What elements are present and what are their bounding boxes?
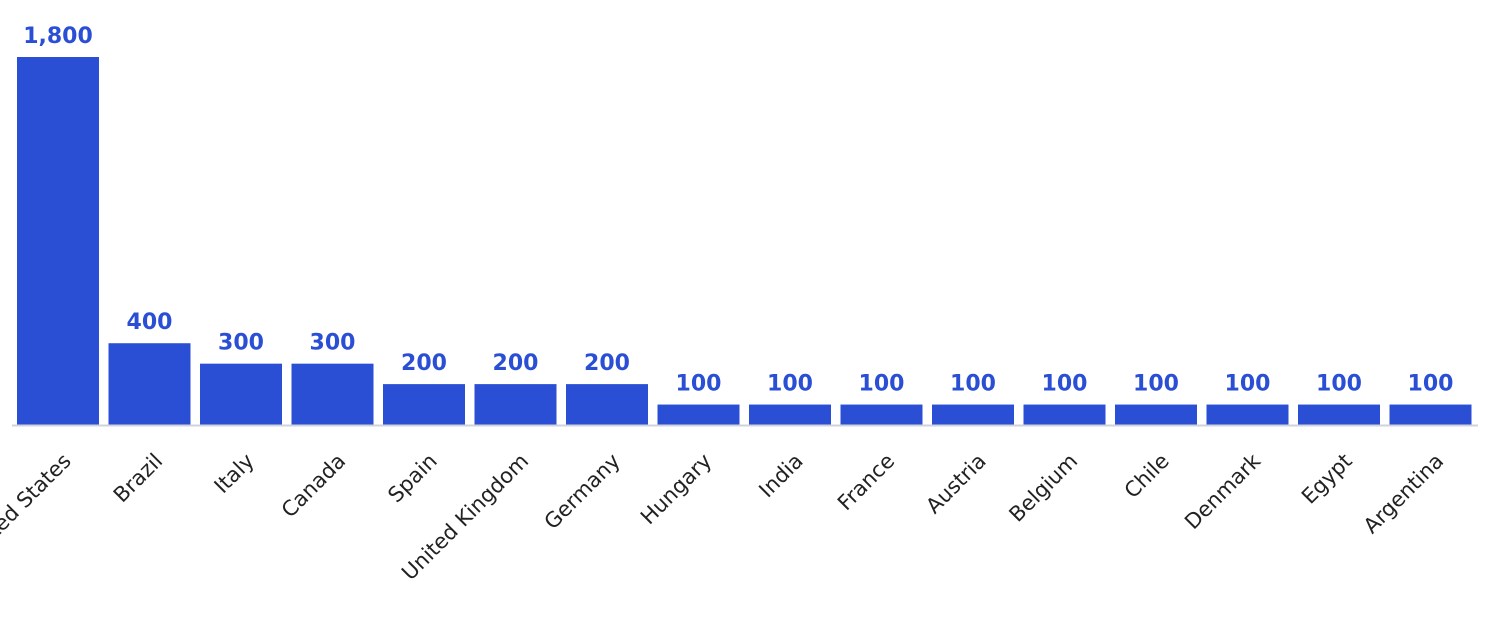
bar-france	[840, 404, 923, 425]
bar-denmark	[1206, 404, 1289, 425]
bar-belgium	[1023, 404, 1106, 425]
x-tick-label-spain: Spain	[383, 449, 441, 507]
x-tick-label-brazil: Brazil	[109, 449, 167, 507]
bar-united-states	[17, 57, 99, 425]
x-tick-label-chile: Chile	[1120, 449, 1174, 503]
x-tick-label-argentina: Argentina	[1359, 449, 1448, 538]
x-tick-label-india: India	[754, 449, 807, 502]
bar-spain	[383, 384, 465, 425]
bar-hungary	[657, 404, 740, 425]
bar-italy	[200, 363, 282, 425]
bar-canada	[291, 363, 374, 425]
bars-layer	[17, 57, 1472, 425]
value-label-spain: 200	[401, 351, 447, 376]
value-label-italy: 300	[218, 331, 264, 356]
bar-argentina	[1389, 404, 1472, 425]
x-tick-label-france: France	[833, 449, 899, 515]
bar-brazil	[108, 343, 191, 425]
value-labels-layer: 1,800 400 300 300 200 200 200 100 100 100 100 100 10…	[23, 24, 1453, 397]
bar-egypt	[1298, 404, 1380, 425]
value-label-united-states: 1,800	[23, 24, 93, 49]
bar-india	[749, 404, 831, 425]
bar-germany	[566, 384, 648, 425]
value-label-belgium: 100	[1042, 372, 1088, 397]
value-label-india: 100	[767, 372, 813, 397]
value-label-france: 100	[859, 372, 905, 397]
x-tick-label-egypt: Egypt	[1297, 449, 1357, 509]
value-label-germany: 200	[584, 351, 630, 376]
x-tick-label-denmark: Denmark	[1180, 448, 1266, 534]
x-tick-label-germany: Germany	[540, 449, 625, 534]
bar-austria	[932, 404, 1014, 425]
value-label-hungary: 100	[676, 372, 722, 397]
x-tick-label-united-states: United States	[0, 449, 76, 567]
value-label-denmark: 100	[1225, 372, 1271, 397]
x-tick-labels: United States Brazil Italy Canada SpainUnite…	[0, 448, 1448, 585]
value-label-austria: 100	[950, 372, 996, 397]
x-tick-label-italy: Italy	[210, 449, 259, 498]
x-tick-label-belgium: Belgium	[1004, 449, 1082, 527]
value-label-united-kingdom: 200	[493, 351, 539, 376]
x-tick-label-canada: Canada	[277, 449, 350, 522]
value-label-egypt: 100	[1316, 372, 1362, 397]
value-label-brazil: 400	[127, 310, 173, 335]
value-label-canada: 300	[310, 331, 356, 356]
x-tick-label-hungary: Hungary	[636, 449, 716, 529]
bar-united-kingdom	[474, 384, 557, 425]
x-tick-label-austria: Austria	[921, 449, 990, 518]
bar-chile	[1115, 404, 1197, 425]
value-label-argentina: 100	[1408, 372, 1454, 397]
value-label-chile: 100	[1133, 372, 1179, 397]
